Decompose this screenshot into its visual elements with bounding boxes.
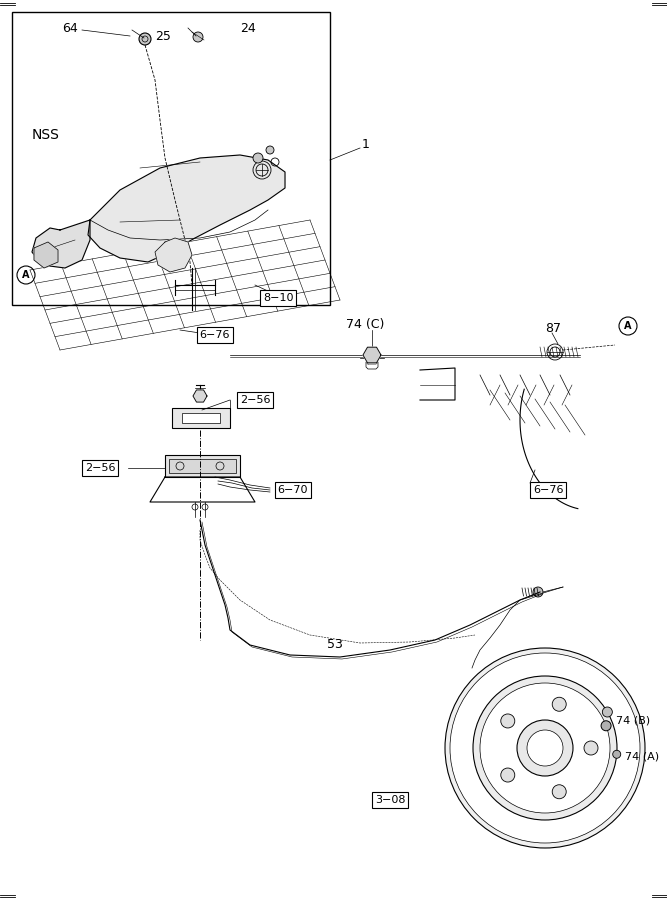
Circle shape xyxy=(601,721,611,731)
Bar xyxy=(12,12,330,305)
Circle shape xyxy=(480,683,610,813)
Text: NSS: NSS xyxy=(32,128,60,142)
Text: A: A xyxy=(624,321,632,331)
Circle shape xyxy=(527,730,563,766)
Polygon shape xyxy=(32,220,90,268)
Text: A: A xyxy=(22,270,30,280)
Text: 8−10: 8−10 xyxy=(263,293,293,303)
Text: 2−56: 2−56 xyxy=(239,395,270,405)
Bar xyxy=(165,455,240,477)
Circle shape xyxy=(473,676,617,820)
Circle shape xyxy=(266,146,274,154)
Text: 25: 25 xyxy=(155,30,171,43)
Text: 74 (B): 74 (B) xyxy=(616,716,650,725)
Polygon shape xyxy=(193,390,207,402)
Text: 24: 24 xyxy=(240,22,255,35)
Circle shape xyxy=(533,587,543,597)
Text: 6−70: 6−70 xyxy=(277,485,308,495)
Text: 1: 1 xyxy=(362,139,370,151)
Circle shape xyxy=(602,707,612,717)
Circle shape xyxy=(445,648,645,848)
Text: 6−76: 6−76 xyxy=(533,485,563,495)
Text: 53: 53 xyxy=(327,638,343,651)
Circle shape xyxy=(193,32,203,42)
Bar xyxy=(182,413,220,423)
Circle shape xyxy=(501,714,515,728)
Circle shape xyxy=(517,720,573,776)
Circle shape xyxy=(139,33,151,45)
Text: 64: 64 xyxy=(62,22,78,35)
Bar xyxy=(169,459,236,473)
Circle shape xyxy=(450,653,640,843)
Circle shape xyxy=(584,741,598,755)
Circle shape xyxy=(552,785,566,798)
Polygon shape xyxy=(34,242,58,268)
Text: 74 (A): 74 (A) xyxy=(625,752,659,761)
Polygon shape xyxy=(88,155,285,262)
Circle shape xyxy=(552,698,566,711)
Text: 87: 87 xyxy=(545,322,561,335)
Circle shape xyxy=(501,768,515,782)
Circle shape xyxy=(613,751,621,759)
Text: 3−08: 3−08 xyxy=(375,795,406,805)
Bar xyxy=(172,408,230,428)
Circle shape xyxy=(253,153,263,163)
Text: 2−56: 2−56 xyxy=(85,463,115,473)
Text: 74 (C): 74 (C) xyxy=(346,318,384,331)
Polygon shape xyxy=(363,347,381,363)
Polygon shape xyxy=(155,238,192,272)
Text: 6−76: 6−76 xyxy=(199,330,230,340)
